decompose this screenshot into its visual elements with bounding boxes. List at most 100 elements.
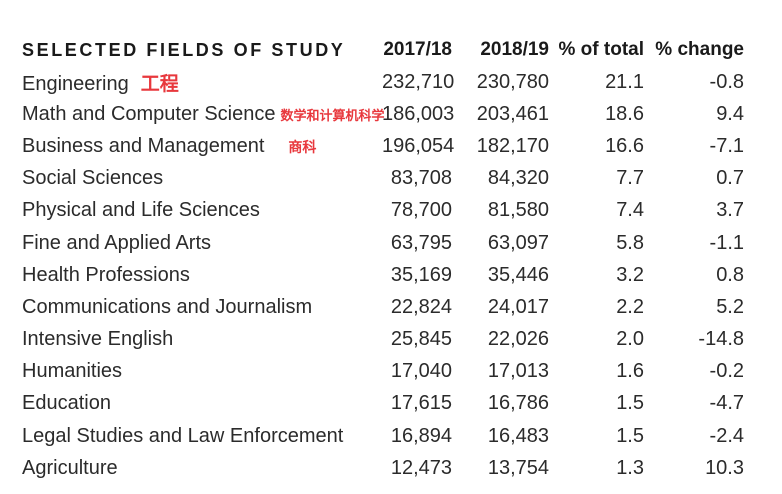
value-percent-of-total: 7.7 [616, 167, 644, 190]
field-name: Intensive English [22, 328, 174, 351]
field-cell: Math and Computer Science 数学和计算机科学 [22, 98, 385, 130]
column-header-2017-18: 2017/18 [383, 39, 452, 60]
table-row: Physical and Life Sciences 78,700 81,580 7.… [22, 195, 744, 227]
value-2017-18: 35,169 [390, 263, 452, 286]
value-2018-19: 230,780 [476, 70, 549, 93]
field-name: Agriculture [22, 456, 118, 479]
field-name: Engineering [22, 72, 129, 95]
value-percent-of-total: 16.6 [605, 134, 644, 157]
value-2018-19: 17,013 [487, 360, 549, 383]
field-cell: Health Professions [22, 259, 382, 291]
field-cell: Business and Management 商科 [22, 130, 382, 162]
field-cell: Physical and Life Sciences [22, 195, 382, 227]
value-percent-change: -7.1 [709, 134, 744, 157]
table-header-row: SELECTED FIELDS OF STUDY 2017/18 2018/19… [22, 34, 744, 66]
value-percent-of-total: 2.0 [616, 328, 644, 351]
value-2018-19: 63,097 [487, 231, 549, 254]
table-row: Engineering 工程 232,710 230,780 21.1 -0.8 [22, 66, 744, 98]
value-percent-change: -0.8 [709, 70, 744, 93]
value-percent-change: 5.2 [716, 295, 744, 318]
value-percent-of-total: 5.8 [616, 231, 644, 254]
value-2018-19: 13,754 [487, 456, 549, 479]
column-header-field: SELECTED FIELDS OF STUDY [22, 39, 346, 60]
table-row: Legal Studies and Law Enforcement 16,894 1… [22, 420, 744, 452]
value-2017-18: 25,845 [390, 328, 452, 351]
table-row: Math and Computer Science 数学和计算机科学 186,003… [22, 98, 744, 130]
value-2018-19: 35,446 [487, 263, 549, 286]
table-row: Intensive English 25,845 22,026 2.0 -14.8 [22, 324, 744, 356]
value-2017-18: 12,473 [390, 456, 452, 479]
field-cell: Intensive English [22, 324, 382, 356]
table-row: Agriculture 12,473 13,754 1.3 10.3 [22, 452, 744, 484]
field-name: Fine and Applied Arts [22, 231, 212, 254]
table-row: Education 17,615 16,786 1.5 -4.7 [22, 388, 744, 420]
value-percent-of-total: 1.5 [616, 424, 644, 447]
field-cell: Engineering 工程 [22, 66, 382, 98]
table-row: Fine and Applied Arts 63,795 63,097 5.8 -1.1 [22, 227, 744, 259]
value-2017-18: 83,708 [390, 167, 452, 190]
value-2018-19: 22,026 [487, 328, 549, 351]
value-percent-of-total: 18.6 [605, 102, 644, 125]
value-percent-change: 0.8 [716, 263, 744, 286]
value-2017-18: 186,003 [382, 102, 455, 125]
value-percent-of-total: 1.3 [616, 456, 644, 479]
value-percent-of-total: 1.5 [616, 392, 644, 415]
value-2017-18: 232,710 [382, 70, 455, 93]
value-percent-change: 3.7 [716, 199, 744, 222]
value-percent-change: -2.4 [709, 424, 744, 447]
value-percent-change: -1.1 [709, 231, 744, 254]
value-percent-change: -0.2 [709, 360, 744, 383]
value-2018-19: 24,017 [487, 295, 549, 318]
value-2018-19: 16,786 [487, 392, 549, 415]
value-percent-change: -4.7 [709, 392, 744, 415]
table-row: Social Sciences 83,708 84,320 7.7 0.7 [22, 163, 744, 195]
field-cell: Social Sciences [22, 163, 382, 195]
value-2017-18: 17,615 [390, 392, 452, 415]
field-name: Health Professions [22, 263, 190, 286]
value-2017-18: 22,824 [390, 295, 452, 318]
field-cell: Agriculture [22, 452, 382, 484]
value-2017-18: 16,894 [390, 424, 452, 447]
table-row: Health Professions 35,169 35,446 3.2 0.8 [22, 259, 744, 291]
value-2018-19: 182,170 [476, 134, 549, 157]
value-2017-18: 63,795 [390, 231, 452, 254]
field-name: Physical and Life Sciences [22, 199, 260, 222]
value-percent-change: 9.4 [716, 102, 744, 125]
value-2018-19: 203,461 [476, 102, 549, 125]
value-percent-of-total: 1.6 [616, 360, 644, 383]
value-2017-18: 78,700 [390, 199, 452, 222]
value-2018-19: 84,320 [487, 167, 549, 190]
value-2017-18: 196,054 [382, 134, 455, 157]
column-header-percent-change: % change [655, 39, 744, 60]
field-annotation: 工程 [140, 72, 179, 95]
field-annotation: 数学和计算机科学 [280, 108, 385, 124]
value-percent-of-total: 21.1 [605, 70, 644, 93]
value-percent-of-total: 3.2 [616, 263, 644, 286]
field-cell: Communications and Journalism [22, 291, 382, 323]
study-fields-table-container: SELECTED FIELDS OF STUDY 2017/18 2018/19… [22, 34, 744, 484]
value-percent-of-total: 7.4 [616, 199, 644, 222]
field-name: Math and Computer Science [22, 102, 276, 125]
value-percent-of-total: 2.2 [616, 295, 644, 318]
table-row: Business and Management 商科 196,054 182,170 1… [22, 130, 744, 162]
field-name: Education [22, 392, 111, 415]
value-percent-change: 10.3 [705, 456, 744, 479]
field-name: Social Sciences [22, 167, 164, 190]
field-name: Business and Management [22, 134, 265, 157]
column-header-2018-19: 2018/19 [480, 39, 549, 60]
value-percent-change: -14.8 [698, 328, 744, 351]
field-cell: Humanities [22, 356, 382, 388]
column-header-percent-of-total: % of total [558, 39, 645, 60]
field-cell: Education [22, 388, 382, 420]
field-cell: Fine and Applied Arts [22, 227, 382, 259]
value-2018-19: 81,580 [487, 199, 549, 222]
table-row: Communications and Journalism 22,824 24,01… [22, 291, 744, 323]
field-annotation: 商科 [288, 139, 317, 156]
table-body: Engineering 工程 232,710 230,780 21.1 -0.8 Math … [22, 66, 744, 484]
table-row: Humanities 17,040 17,013 1.6 -0.2 [22, 356, 744, 388]
field-name: Legal Studies and Law Enforcement [22, 424, 344, 447]
field-name: Communications and Journalism [22, 295, 313, 318]
value-percent-change: 0.7 [716, 167, 744, 190]
value-2017-18: 17,040 [390, 360, 452, 383]
field-cell: Legal Studies and Law Enforcement [22, 420, 382, 452]
